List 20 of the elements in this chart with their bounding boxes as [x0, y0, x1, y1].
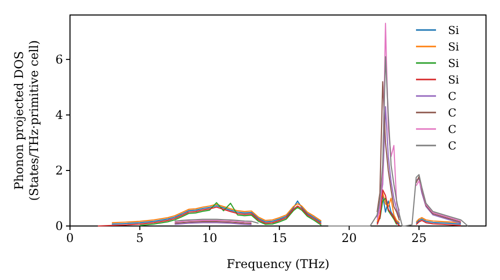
- legend-label: C: [448, 90, 456, 103]
- x-tick-label: 0: [66, 231, 74, 245]
- legend-label: C: [448, 123, 456, 136]
- legend-label: Si: [448, 57, 460, 70]
- y-tick-label: 6: [55, 52, 63, 66]
- x-tick-label: 10: [202, 231, 218, 245]
- y-tick-label: 0: [55, 219, 63, 233]
- legend-label: Si: [448, 40, 460, 54]
- legend-label: C: [448, 106, 456, 120]
- x-tick-label: 15: [272, 231, 288, 245]
- legend-label: Si: [448, 74, 460, 86]
- y-axis-title: Phonon projected DOS (States/THz·primitive cell): [12, 40, 41, 201]
- legend-label: Si: [448, 24, 460, 37]
- legend-label: C: [448, 140, 456, 152]
- y-tick-label: 4: [55, 108, 64, 122]
- x-tick-label: 5: [136, 231, 144, 245]
- x-tick-label: 25: [411, 231, 427, 245]
- y-tick-label: 2: [55, 163, 63, 178]
- x-axis-title: Frequency (THz): [226, 257, 330, 271]
- x-tick-label: 20: [342, 231, 357, 245]
